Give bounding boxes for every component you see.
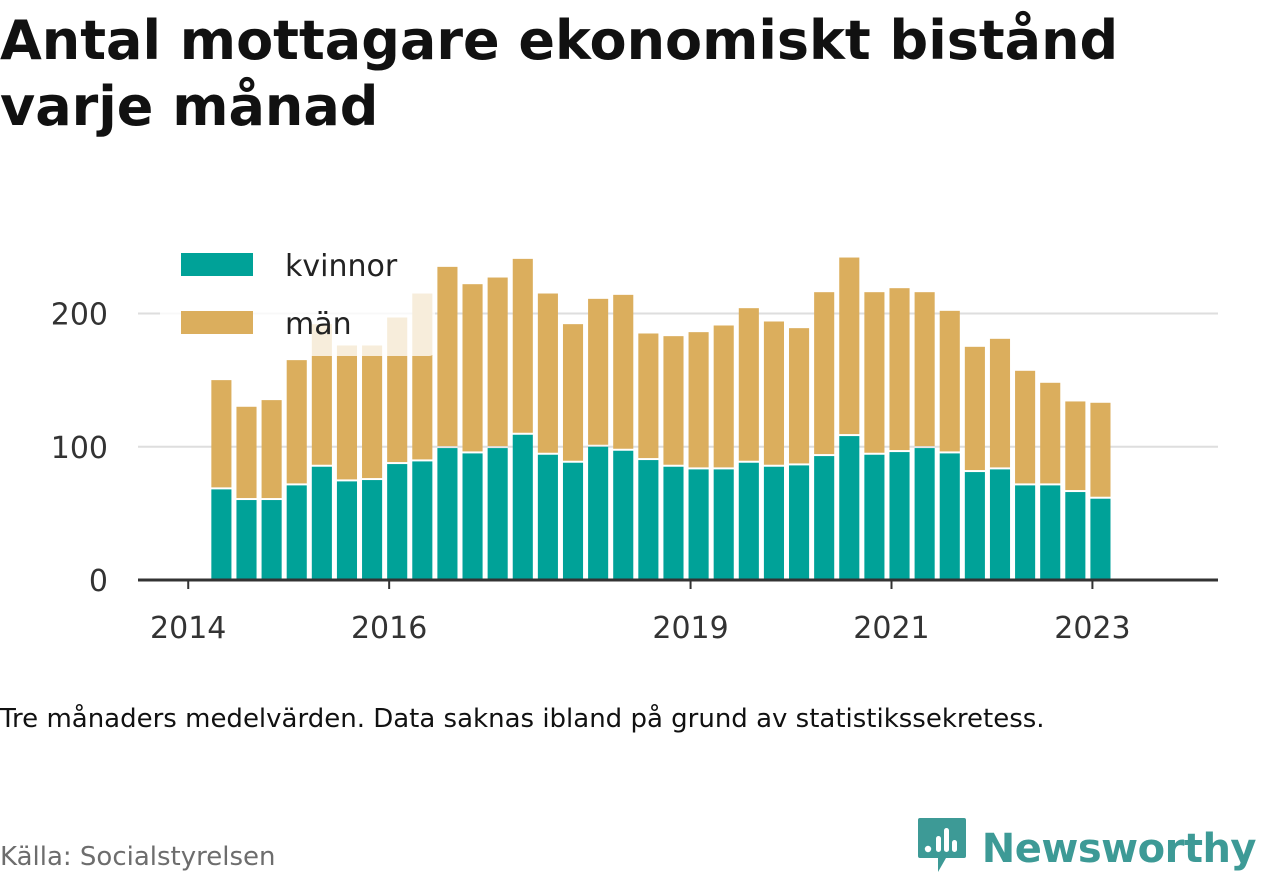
x-tick-label: 2023 [1054,611,1130,646]
bar-kvinnor [814,456,835,580]
bar-kvinnor [588,446,609,580]
bar-man [1090,402,1111,497]
bar-kvinnor [989,469,1011,580]
bar-kvinnor [1015,485,1036,580]
bar-kvinnor [261,500,282,580]
bar-kvinnor [336,481,358,580]
bar-man [939,310,960,452]
bar-man [261,400,282,499]
bar-man [236,406,257,499]
bar-kvinnor [738,462,759,580]
x-tick-label: 2014 [150,611,226,646]
bar-man [286,360,307,484]
bar-kvinnor [663,466,684,580]
bar-man [864,292,885,453]
legend-swatch-kvinnor [181,253,253,276]
bar-man [763,321,784,465]
bar-kvinnor [864,454,885,580]
bar-man [311,324,332,465]
bar-man [562,324,584,461]
x-tick-label: 2016 [351,611,427,646]
chart: 0 100 200 2014 2016 2019 2021 2023 kvinnor män [50,232,1218,646]
bar-kvinnor [914,448,935,580]
bar-kvinnor [562,462,584,580]
legend-label-kvinnor: kvinnor [285,249,398,284]
y-tick-label: 0 [89,564,108,599]
source-note: Källa: Socialstyrelsen [0,842,276,872]
bar-man [688,332,709,468]
bar-man [989,338,1011,468]
brand-logo: Newsworthy [916,816,1257,882]
bar-kvinnor [537,454,558,580]
newsworthy-logo-icon [916,816,968,882]
bars [211,257,1111,580]
bar-kvinnor [688,469,709,580]
bar-kvinnor [362,480,383,580]
bar-man [487,277,508,447]
bar-man [1015,370,1036,484]
bar-man [638,333,659,459]
bar-man [738,308,759,461]
bar-man [889,288,910,451]
bar-man [462,284,483,452]
bar-kvinnor [387,464,408,580]
bar-kvinnor [638,460,659,580]
bar-kvinnor [437,448,458,580]
bar-kvinnor [613,450,634,580]
y-tick-label: 100 [51,431,108,466]
bar-man [1040,382,1061,484]
bar-kvinnor [763,466,784,580]
bar-kvinnor [286,485,307,580]
bar-kvinnor [939,453,960,580]
bar-man [211,380,232,488]
legend: kvinnor män [160,232,435,356]
bar-man [537,293,558,453]
x-tick-label: 2021 [853,611,929,646]
bar-man [713,325,734,468]
bar-man [437,266,458,447]
legend-swatch-man [181,311,253,334]
bar-man [789,328,810,464]
x-tick-label: 2019 [652,611,728,646]
bar-man [1065,401,1086,491]
bar-man [362,345,383,479]
bar-kvinnor [839,436,860,580]
bar-man [964,346,985,471]
bar-kvinnor [211,489,232,580]
bar-kvinnor [462,453,483,580]
bar-kvinnor [789,465,810,580]
bar-kvinnor [964,472,985,580]
chart-title: Antal mottagare ekonomiskt bistånd varje… [0,9,1119,138]
bar-man [588,298,609,445]
bar-kvinnor [1065,492,1086,580]
bar-kvinnor [1040,485,1061,580]
bar-man [814,292,835,455]
legend-label-man: män [285,307,352,342]
bar-kvinnor [412,461,433,580]
bar-kvinnor [1090,498,1111,580]
y-tick-label: 200 [51,298,108,333]
bar-kvinnor [487,448,508,580]
bar-kvinnor [889,452,910,580]
brand-name: Newsworthy [981,826,1257,872]
bar-kvinnor [713,469,734,580]
bar-man [663,336,684,465]
bar-man [914,292,935,447]
bar-kvinnor [512,434,533,580]
bar-man [613,294,634,449]
chart-caption: Tre månaders medelvärden. Data saknas ib… [0,704,1045,734]
bar-man [839,257,860,435]
bar-kvinnor [236,500,257,580]
bar-kvinnor [311,466,332,580]
bar-man [336,345,358,480]
bar-man [512,258,533,433]
axes: 0 100 200 2014 2016 2019 2021 2023 [51,298,1218,646]
